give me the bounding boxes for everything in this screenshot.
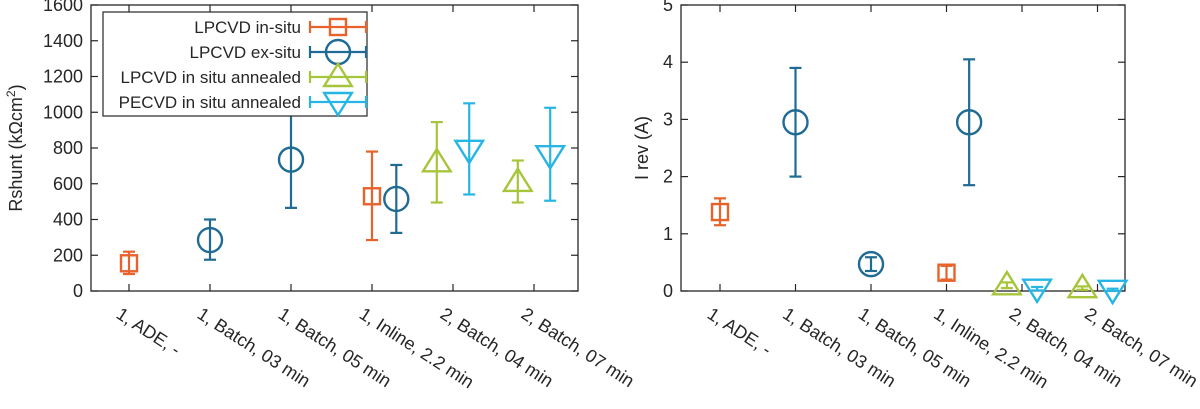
y-axis-label: Rshunt (kΩcm2) bbox=[4, 84, 26, 211]
data-point-triangle-down bbox=[1021, 278, 1054, 305]
y-tick-label: 1200 bbox=[43, 67, 83, 87]
legend-label: PECVD in situ annealed bbox=[119, 93, 301, 112]
legend-box bbox=[102, 11, 368, 117]
legend-label: LPCVD in-situ bbox=[194, 18, 301, 37]
x-tick-label: 1, ADE, - bbox=[113, 304, 184, 360]
legend-label: LPCVD ex-situ bbox=[190, 43, 301, 62]
y-tick-label: 800 bbox=[53, 138, 83, 158]
y-tick-label: 1 bbox=[663, 224, 673, 244]
data-point-square bbox=[362, 187, 382, 206]
legend-label: LPCVD in situ annealed bbox=[120, 68, 301, 87]
series-lpcvd-in-situ-annealed bbox=[990, 269, 1099, 299]
legend-marker-triangle-down bbox=[322, 91, 354, 118]
series-pecvd-in-situ-annealed bbox=[453, 102, 567, 202]
y-tick-label: 0 bbox=[663, 281, 673, 301]
y-tick-label: 4 bbox=[663, 52, 673, 72]
series-lpcvd-in-situ-annealed bbox=[420, 120, 534, 204]
data-point-triangle-down bbox=[534, 144, 567, 171]
data-point-circle bbox=[782, 109, 809, 136]
y-axis-label: I rev (A) bbox=[632, 116, 652, 180]
y-tick-label: 400 bbox=[53, 210, 83, 230]
legend-marker-triangle-up bbox=[322, 61, 354, 88]
y-tick-label: 600 bbox=[53, 174, 83, 194]
legend-marker-square bbox=[328, 17, 348, 37]
y-tick-label: 1400 bbox=[43, 31, 83, 51]
y-tick-label: 3 bbox=[663, 109, 673, 129]
data-point-circle bbox=[383, 185, 410, 213]
data-point-triangle-up bbox=[1066, 272, 1099, 299]
data-point-triangle-down bbox=[453, 139, 486, 166]
data-point-circle bbox=[196, 226, 224, 254]
x-tick-label: 1, ADE, - bbox=[704, 304, 775, 360]
series-lpcvd-in-situ bbox=[710, 197, 956, 282]
series-lpcvd-ex-situ bbox=[782, 58, 983, 278]
data-point-circle bbox=[277, 146, 305, 173]
y-tick-label: 5 bbox=[663, 0, 673, 15]
y-tick-label: 2 bbox=[663, 167, 673, 187]
data-point-triangle-down bbox=[1096, 279, 1129, 306]
data-point-triangle-up bbox=[501, 166, 534, 193]
data-point-circle bbox=[955, 109, 983, 136]
series-lpcvd-in-situ bbox=[119, 150, 382, 276]
data-point-square bbox=[937, 263, 956, 282]
data-point-square bbox=[710, 202, 730, 222]
y-tick-label: 1000 bbox=[43, 102, 83, 122]
y-tick-label: 1600 bbox=[43, 0, 83, 15]
series-lpcvd-ex-situ bbox=[196, 111, 410, 261]
legend: LPCVD in-situ LPCVD ex-situ LPCVD in situ … bbox=[102, 11, 368, 118]
y-tick-label: 0 bbox=[73, 281, 83, 301]
plot-frame bbox=[680, 4, 1126, 292]
data-point-triangle-up bbox=[990, 269, 1023, 296]
series-pecvd-in-situ-annealed bbox=[1021, 278, 1129, 306]
data-point-triangle-up bbox=[420, 146, 453, 173]
y-tick-label: 200 bbox=[53, 245, 83, 265]
data-point-square bbox=[119, 254, 139, 273]
data-point-circle bbox=[857, 250, 885, 278]
